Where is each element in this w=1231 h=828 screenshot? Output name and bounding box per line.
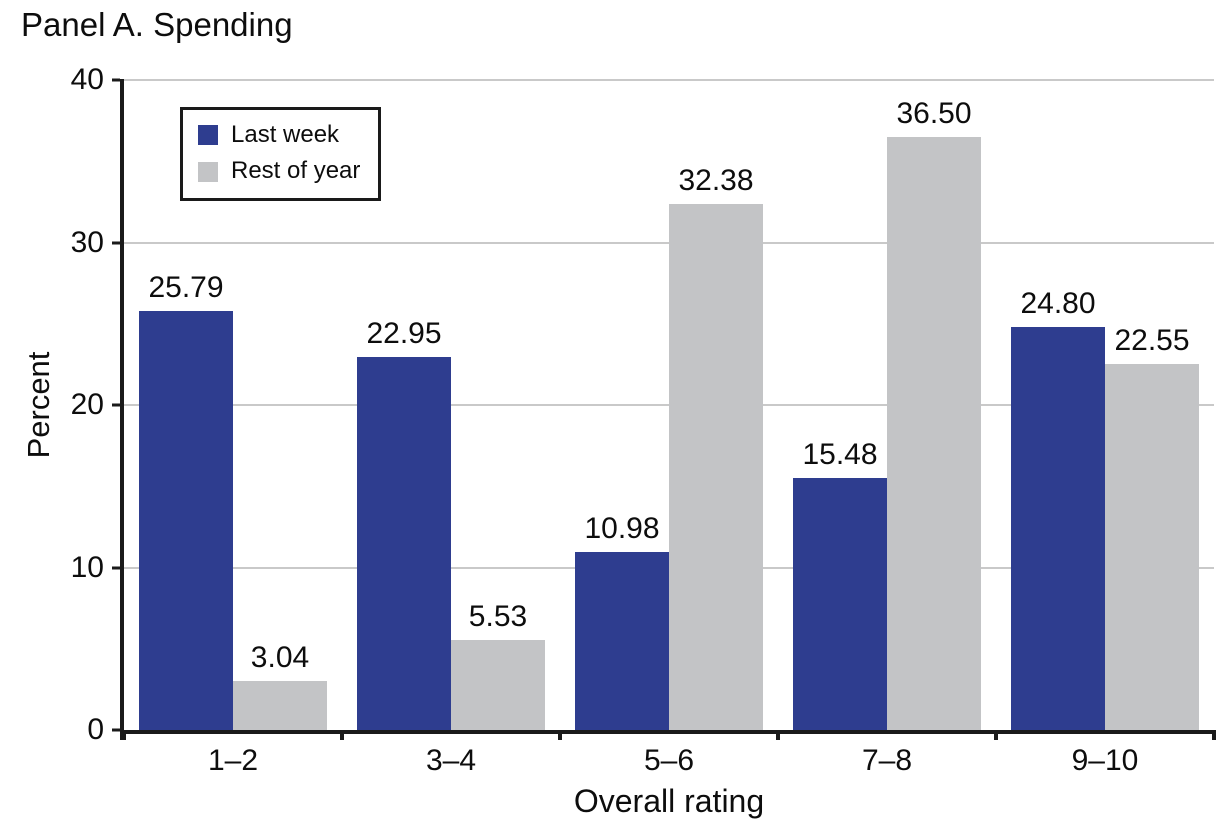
x-axis-category-labels: 1–2 3–4 5–6 7–8 9–10 <box>124 744 1214 777</box>
x-tick <box>1212 730 1216 740</box>
x-tick <box>994 730 998 740</box>
gridline-40 <box>124 79 1214 81</box>
bar-group-3–4: 22.95 5.53 <box>342 80 560 730</box>
bar-value-label: 32.38 <box>678 163 754 197</box>
bar-group-5–6: 10.98 32.38 <box>560 80 778 730</box>
x-tick <box>776 730 780 740</box>
bar-rest-of-year <box>451 640 545 730</box>
x-category-label-7–8: 7–8 <box>861 744 913 777</box>
bar-unit: 3.04 <box>233 80 327 730</box>
chart-title: Panel A. Spending <box>21 6 293 43</box>
y-tick-label-0: 0 <box>87 713 104 746</box>
x-category-label-1–2: 1–2 <box>207 744 259 777</box>
x-category-label-5–6: 5–6 <box>643 744 695 777</box>
y-tick-label-30: 30 <box>70 225 104 259</box>
bar-value-label: 5.53 <box>468 600 528 634</box>
x-category-label-3–4: 3–4 <box>425 744 477 777</box>
bar-last-week <box>793 478 887 730</box>
x-category-label-9–10: 9–10 <box>1071 744 1139 777</box>
bar-group-7–8: 15.48 36.50 <box>778 80 996 730</box>
bar-unit: 25.79 <box>139 80 233 730</box>
last-week-swatch-icon <box>198 125 218 146</box>
bar-value-label: 10.98 <box>584 511 660 545</box>
bar-last-week <box>575 551 669 730</box>
bar-unit: 36.50 <box>887 80 981 730</box>
bar-rest-of-year <box>669 203 763 730</box>
plot-area: 0 10 20 30 40 25.79 3.04 22.95 5.53 10.98 32.38 15… <box>71 65 1216 819</box>
bar-groups: 25.79 3.04 22.95 5.53 10.98 32.38 15.48 36.50 24… <box>124 80 1214 730</box>
bar-value-label: 15.48 <box>802 438 878 472</box>
x-axis-line <box>120 730 1214 734</box>
y-axis-line <box>120 79 124 740</box>
x-tick <box>340 730 344 740</box>
y-tick-label-10: 10 <box>70 550 104 584</box>
bar-unit: 22.55 <box>1105 80 1199 730</box>
bar-value-label: 24.80 <box>1020 287 1096 320</box>
bar-last-week <box>139 310 233 730</box>
bar-rest-of-year <box>1105 363 1199 730</box>
bar-unit: 10.98 <box>575 80 669 730</box>
bar-value-label: 3.04 <box>250 640 310 674</box>
bar-group-9–10: 24.80 22.55 <box>996 80 1214 730</box>
y-tick-10 <box>112 566 120 569</box>
y-tick-label-20: 20 <box>70 388 104 421</box>
bar-unit: 15.48 <box>793 80 887 730</box>
bar-rest-of-year <box>887 136 981 730</box>
bar-unit: 22.95 <box>357 80 451 730</box>
y-tick-20 <box>112 403 120 407</box>
legend-item-last-week: Last week <box>198 121 360 148</box>
bar-value-label: 22.95 <box>366 317 442 351</box>
y-axis-title: Percent <box>21 351 56 459</box>
legend: Last week Rest of year <box>180 107 382 201</box>
rest-of-year-swatch-icon <box>198 161 218 182</box>
bar-rest-of-year <box>233 680 327 730</box>
bar-value-label: 25.79 <box>148 270 224 304</box>
legend-label: Last week <box>231 121 340 148</box>
bar-last-week <box>1011 327 1105 730</box>
y-tick-0 <box>112 728 120 732</box>
legend-item-rest-of-year: Rest of year <box>198 157 361 185</box>
bar-last-week <box>357 357 451 730</box>
legend-label: Rest of year <box>231 157 361 185</box>
x-tick <box>558 730 562 740</box>
y-tick-30 <box>112 241 120 244</box>
y-tick-40 <box>112 78 120 82</box>
bar-value-label: 36.50 <box>896 96 972 130</box>
x-axis-title: Overall rating <box>573 783 765 819</box>
bar-unit: 5.53 <box>451 80 545 730</box>
x-tick <box>122 730 126 740</box>
bar-value-label: 22.55 <box>1114 323 1190 357</box>
y-tick-label-40: 40 <box>70 63 104 96</box>
bar-unit: 24.80 <box>1011 80 1105 730</box>
bar-unit: 32.38 <box>669 80 763 730</box>
bar-group-1–2: 25.79 3.04 <box>124 80 342 730</box>
